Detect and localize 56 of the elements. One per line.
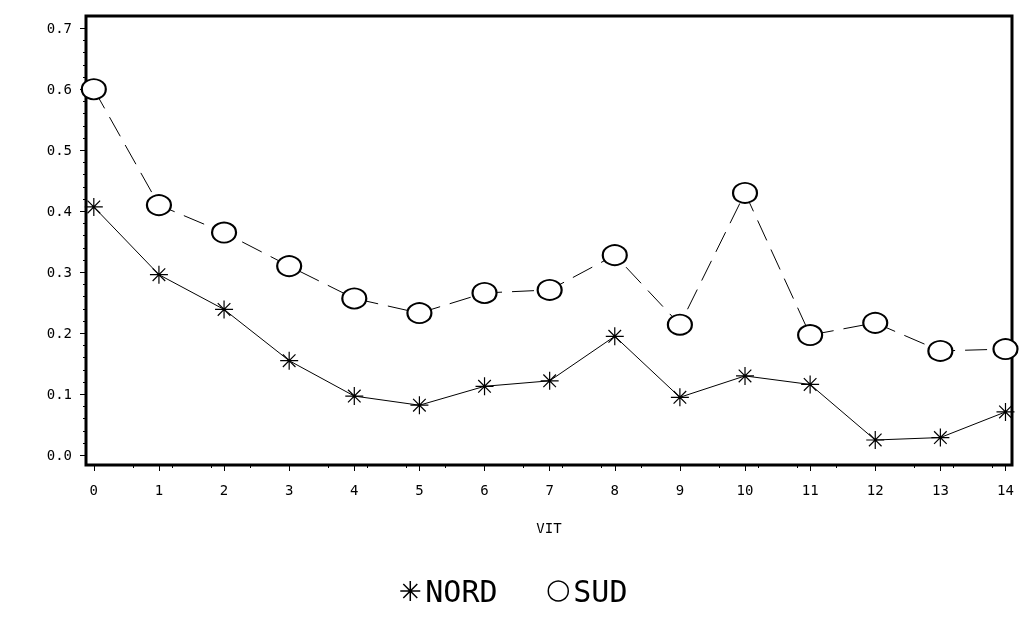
point — [211, 221, 238, 244]
y-tick-label: 0.2 — [46, 325, 72, 342]
x-tick-label: 3 — [284, 482, 294, 498]
point — [797, 324, 824, 347]
x-tick-label: 8 — [610, 482, 619, 498]
point — [474, 376, 495, 396]
point — [471, 281, 498, 304]
point — [276, 255, 303, 278]
point — [540, 371, 560, 391]
point — [149, 265, 169, 285]
legend-label: SUD — [573, 573, 628, 609]
x-tick-label: 7 — [545, 482, 554, 498]
point — [735, 366, 755, 386]
x-tick-label: 5 — [415, 482, 424, 498]
y-tick-label: 0.4 — [46, 203, 72, 220]
y-tick-label: 0.6 — [46, 81, 72, 98]
point — [80, 78, 107, 101]
point — [279, 351, 299, 371]
point — [344, 386, 364, 406]
point — [84, 197, 104, 217]
x-tick-label: 9 — [675, 482, 685, 498]
y-tick-label: 0.5 — [46, 142, 72, 159]
point — [145, 194, 172, 217]
x-tick-label: 6 — [480, 482, 489, 498]
point — [995, 402, 1016, 422]
x-tick-label: 10 — [736, 482, 754, 498]
y-tick-label: 0.3 — [46, 264, 72, 281]
y-tick-label: 0.0 — [46, 447, 72, 464]
point — [930, 427, 950, 448]
point — [536, 278, 563, 301]
point — [927, 339, 954, 362]
point — [341, 287, 368, 310]
x-tick-label: 2 — [219, 482, 229, 498]
x-axis-title: VIT — [536, 520, 563, 536]
point — [992, 338, 1019, 361]
point — [605, 326, 625, 346]
x-tick-label: 1 — [154, 482, 164, 498]
x-tick-label: 12 — [866, 482, 884, 498]
y-tick-label: 0.7 — [46, 20, 72, 37]
point — [732, 181, 759, 204]
y-tick-label: 0.1 — [46, 386, 72, 403]
x-tick-label: 14 — [997, 482, 1014, 498]
point — [862, 311, 889, 334]
point — [406, 302, 433, 325]
x-tick-label: 4 — [350, 482, 359, 498]
legend-label: NORD — [425, 573, 498, 609]
point — [214, 299, 234, 320]
point — [670, 387, 690, 407]
point — [800, 374, 820, 395]
x-tick-label: 13 — [931, 482, 949, 498]
x-tick-label: 0 — [89, 482, 99, 498]
point — [409, 395, 430, 415]
point — [865, 430, 885, 450]
x-tick-label: 11 — [801, 482, 819, 498]
point — [601, 244, 628, 267]
point — [666, 313, 693, 336]
